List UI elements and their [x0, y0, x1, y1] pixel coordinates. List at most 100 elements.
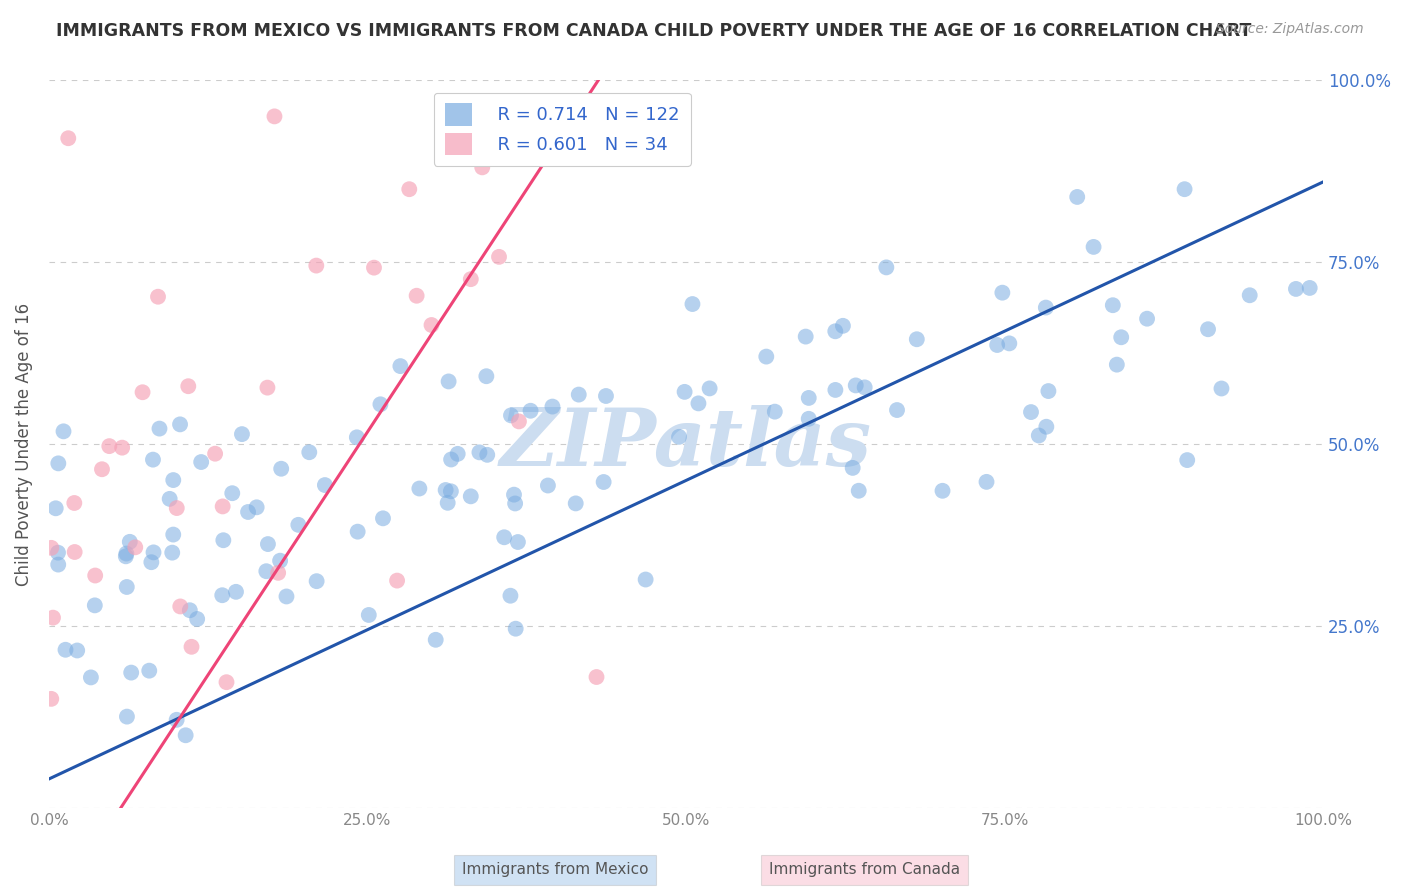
Point [115, 709, 138, 723]
Point [763, 404, 786, 418]
Text: Immigrants from Canada: Immigrants from Canada [769, 863, 960, 877]
Point [875, 260, 897, 275]
Point [797, 391, 820, 405]
Point [436, 496, 458, 510]
Point [564, 496, 586, 510]
Point [63, 545, 86, 559]
Point [797, 412, 820, 426]
Point [886, 403, 908, 417]
Point [142, 545, 165, 559]
Point [794, 329, 817, 343]
Point [1299, 281, 1322, 295]
Point [346, 430, 368, 444]
Point [270, 461, 292, 475]
Point [673, 384, 696, 399]
Text: Immigrants from Mexico: Immigrants from Mexico [463, 863, 648, 877]
Point [841, 461, 863, 475]
Point [84, 568, 107, 582]
Point [371, 511, 394, 525]
Point [503, 488, 526, 502]
Point [519, 403, 541, 417]
Point [494, 530, 516, 544]
Point [118, 534, 141, 549]
Point [142, 452, 165, 467]
Point [832, 318, 855, 333]
Point [931, 483, 953, 498]
Point [434, 483, 457, 497]
Point [506, 535, 529, 549]
Point [1174, 182, 1197, 196]
Point [499, 409, 522, 423]
Point [63, 496, 86, 510]
Point [186, 612, 208, 626]
Point [440, 484, 463, 499]
Point [1211, 382, 1233, 396]
Point [848, 483, 870, 498]
Point [986, 338, 1008, 352]
Point [755, 350, 778, 364]
Point [824, 324, 846, 338]
Point [131, 385, 153, 400]
Point [166, 713, 188, 727]
Point [1197, 322, 1219, 336]
Point [115, 547, 138, 561]
Point [177, 379, 200, 393]
Point [46, 456, 69, 470]
Point [488, 250, 510, 264]
Point [475, 369, 498, 384]
Point [845, 378, 868, 392]
Point [231, 427, 253, 442]
Point [305, 259, 328, 273]
Point [221, 486, 243, 500]
Point [447, 447, 470, 461]
Point [595, 389, 617, 403]
Legend:   R = 0.714   N = 122,   R = 0.601   N = 34: R = 0.714 N = 122, R = 0.601 N = 34 [434, 93, 690, 166]
Point [42, 610, 65, 624]
Point [179, 603, 201, 617]
Point [1035, 301, 1057, 315]
Point [46, 546, 69, 560]
Point [160, 546, 183, 560]
Point [499, 589, 522, 603]
Point [471, 161, 494, 175]
Point [269, 554, 291, 568]
Point [83, 599, 105, 613]
Point [508, 414, 530, 428]
Point [505, 622, 527, 636]
Point [66, 643, 89, 657]
Point [314, 478, 336, 492]
Point [45, 501, 67, 516]
Point [52, 425, 75, 439]
Point [91, 462, 114, 476]
Point [257, 537, 280, 551]
Point [1083, 240, 1105, 254]
Point [166, 501, 188, 516]
Point [460, 272, 482, 286]
Point [991, 285, 1014, 300]
Point [503, 496, 526, 510]
Point [254, 564, 277, 578]
Point [420, 318, 443, 332]
Point [370, 397, 392, 411]
Point [1109, 330, 1132, 344]
Point [267, 566, 290, 580]
Text: Source: ZipAtlas.com: Source: ZipAtlas.com [1216, 22, 1364, 37]
Point [55, 642, 77, 657]
Point [162, 527, 184, 541]
Point [256, 381, 278, 395]
Point [681, 297, 703, 311]
Point [460, 489, 482, 503]
Point [1028, 428, 1050, 442]
Point [1038, 384, 1060, 398]
Point [190, 455, 212, 469]
Point [1019, 405, 1042, 419]
Point [477, 448, 499, 462]
Point [169, 599, 191, 614]
Point [162, 473, 184, 487]
Text: ZIPatlas: ZIPatlas [501, 405, 872, 483]
Point [120, 665, 142, 680]
Point [425, 632, 447, 647]
Point [236, 505, 259, 519]
Point [39, 691, 62, 706]
Point [141, 555, 163, 569]
